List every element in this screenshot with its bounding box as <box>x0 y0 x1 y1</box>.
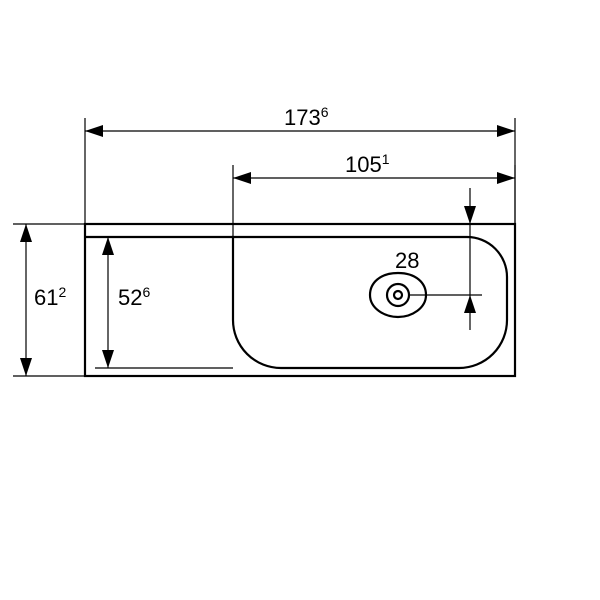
dim-left-inner-label: 52 <box>118 285 142 310</box>
dim-left-height-inner: 526 <box>95 237 233 368</box>
outer-rect <box>85 224 515 376</box>
dim-top-inner-label: 105 <box>345 152 382 177</box>
dim-top-overall-sup: 6 <box>321 104 329 120</box>
basin-outline <box>233 237 507 368</box>
dim-left-height-outer: 612 <box>13 224 85 376</box>
svg-text:1736: 1736 <box>284 104 329 130</box>
dim-top-overall: 1736 <box>85 104 515 224</box>
drain-hole <box>394 291 402 299</box>
dim-left-inner-sup: 6 <box>142 284 150 300</box>
dim-top-overall-label: 173 <box>284 105 321 130</box>
dim-left-outer-label: 61 <box>34 285 58 310</box>
svg-text:612: 612 <box>34 284 66 310</box>
dim-depth-28: 28 <box>395 188 482 330</box>
drain-ring <box>387 284 409 306</box>
svg-text:28: 28 <box>395 248 419 273</box>
dim-left-outer-sup: 2 <box>58 284 66 300</box>
dim-depth-28-label: 28 <box>395 248 419 273</box>
fixture-outline <box>85 224 515 376</box>
dim-top-inner-sup: 1 <box>382 151 390 167</box>
svg-text:1051: 1051 <box>345 151 390 177</box>
svg-text:526: 526 <box>118 284 150 310</box>
